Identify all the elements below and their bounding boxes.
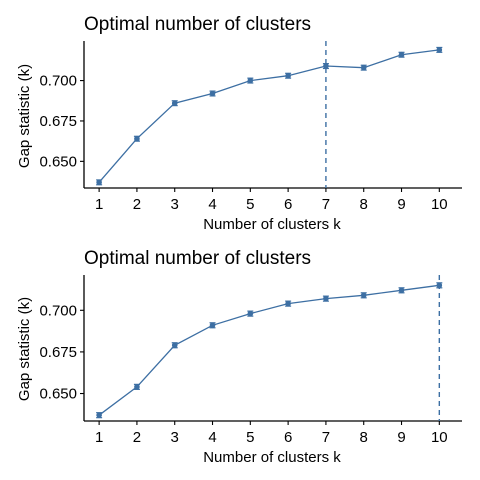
data-point (247, 310, 254, 317)
y-tick-label: 0.650 (39, 153, 77, 170)
plot-area: 0.650 0.675 0.700 1 2 3 4 5 6 7 8 9 10 (39, 275, 448, 446)
x-tick-label: 9 (397, 429, 405, 446)
data-point (323, 63, 329, 69)
data-point (96, 179, 102, 186)
data-point (285, 72, 291, 79)
x-tick-label: 7 (322, 196, 330, 213)
data-point (436, 47, 443, 53)
x-tick-label: 8 (360, 196, 368, 213)
x-tick-label: 2 (133, 429, 141, 446)
data-point (134, 384, 140, 390)
y-axis-label: Gap statistic (k) (16, 297, 33, 401)
x-tick-label: 3 (171, 429, 179, 446)
y-tick-label: 0.700 (39, 302, 77, 319)
x-axis-label: Number of clusters k (203, 216, 341, 233)
data-point (134, 135, 140, 142)
x-tick-label: 3 (171, 196, 179, 213)
x-tick-label: 1 (95, 429, 103, 446)
x-tick-label: 1 (95, 196, 103, 213)
data-point (323, 295, 329, 302)
chart-title: Optimal number of clusters (84, 14, 311, 35)
data-point (96, 412, 102, 418)
x-tick-label: 6 (284, 196, 292, 213)
x-tick-label: 9 (397, 196, 405, 213)
data-point (171, 342, 178, 349)
y-tick-label: 0.675 (39, 344, 77, 361)
x-tick-label: 10 (431, 196, 448, 213)
data-point (209, 90, 216, 97)
data-point (171, 100, 178, 106)
x-tick-label: 4 (208, 429, 216, 446)
x-tick-label: 10 (431, 429, 448, 446)
data-point (398, 287, 405, 294)
x-tick-label: 7 (322, 429, 330, 446)
data-point (209, 322, 216, 329)
y-tick-label: 0.675 (39, 113, 77, 130)
y-tick-label: 0.650 (39, 386, 77, 403)
chart-title: Optimal number of clusters (84, 248, 311, 269)
data-point (436, 282, 443, 289)
data-point (247, 77, 254, 84)
data-point (360, 292, 367, 299)
panel-1: Optimal number of clusters Gap statistic… (16, 14, 462, 233)
panel-2: Optimal number of clusters Gap statistic… (16, 248, 462, 466)
series-line (98, 284, 440, 416)
data-point (398, 51, 405, 58)
data-point (285, 300, 291, 307)
plot-area: 0.650 0.675 0.700 1 2 3 4 5 6 7 8 9 10 (39, 41, 448, 213)
x-tick-label: 2 (133, 196, 141, 213)
y-tick-label: 0.700 (39, 73, 77, 90)
data-point (360, 64, 367, 71)
x-tick-label: 5 (246, 429, 254, 446)
x-axis-label: Number of clusters k (203, 449, 341, 466)
series-line (98, 49, 440, 183)
x-tick-label: 8 (360, 429, 368, 446)
y-axis-label: Gap statistic (k) (16, 64, 33, 168)
x-tick-label: 5 (246, 196, 254, 213)
x-tick-label: 4 (208, 196, 216, 213)
x-tick-label: 6 (284, 429, 292, 446)
